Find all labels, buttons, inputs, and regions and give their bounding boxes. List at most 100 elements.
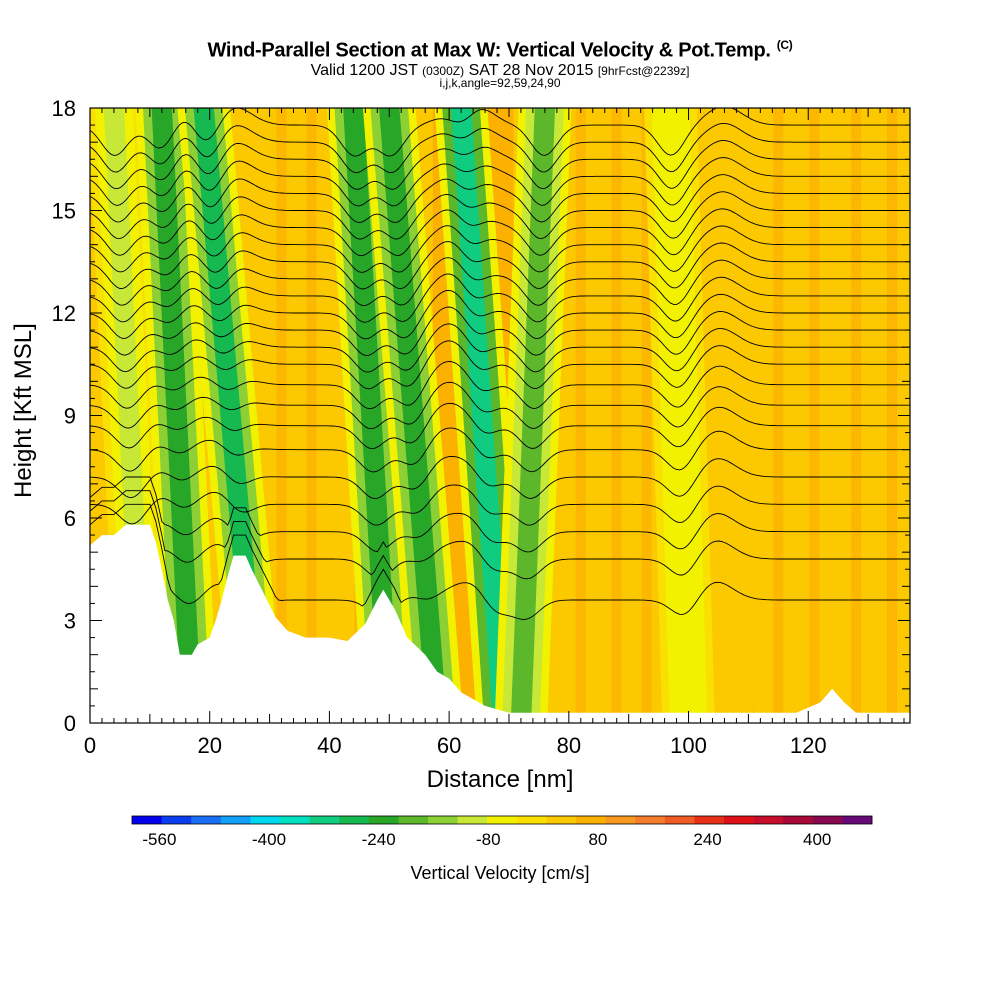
valid-date: SAT 28 Nov 2015 — [468, 62, 594, 79]
plot-area — [90, 108, 910, 723]
colorbar-swatch — [220, 816, 251, 824]
colorbar-swatch — [516, 816, 547, 824]
forecast-info: [9hrFcst@2239z] — [597, 64, 690, 78]
weak-updraft-stripe — [641, 108, 652, 723]
copyright-mark: (C) — [776, 38, 793, 52]
theta-contour — [90, 108, 910, 157]
valid-time: Valid 1200 JST (0300Z) SAT 28 Nov 2015 [… — [0, 62, 1000, 80]
theta-contour — [90, 208, 910, 257]
weak-updraft-stripe — [773, 108, 784, 723]
colorbar-swatch — [487, 816, 518, 824]
colorbar-swatch — [812, 816, 843, 824]
colorbar-tick-label: -400 — [252, 830, 286, 849]
x-tick-label: 120 — [790, 733, 827, 758]
downdraft-band — [510, 108, 556, 723]
weak-updraft-stripe — [611, 108, 622, 723]
colorbar-frame — [131, 815, 873, 825]
colorbar-swatch — [724, 816, 754, 824]
theta-contour — [90, 122, 910, 174]
downdraft-band — [151, 108, 202, 723]
colorbar-swatch — [132, 816, 162, 824]
colorbar-swatch — [635, 816, 666, 824]
colorbar-swatch — [605, 816, 636, 824]
theta-contour — [90, 157, 910, 207]
y-tick-label: 12 — [52, 301, 76, 326]
weak-updraft-stripe — [306, 108, 317, 723]
theta-contour — [90, 402, 910, 450]
theta-contour — [90, 503, 910, 620]
colorbar-tick-label: -80 — [476, 830, 501, 849]
colorbar-tick-label: 400 — [803, 830, 831, 849]
theta-contour — [90, 484, 910, 526]
theta-contour — [90, 323, 910, 373]
x-tick-label: 100 — [670, 733, 707, 758]
downdraft-band — [660, 108, 699, 723]
chart-title-text: Wind-Parallel Section at Max W: Vertical… — [207, 39, 771, 62]
theta-contour — [90, 140, 910, 190]
colorbar-swatch — [783, 816, 814, 824]
theta-contour — [90, 360, 910, 410]
colorbar-swatch — [428, 816, 458, 824]
colorbar-swatch — [546, 816, 577, 824]
section-indices: i,j,k,angle=92,59,24,90 — [439, 76, 561, 90]
theta-contour — [90, 225, 910, 273]
theta-contour — [90, 191, 910, 240]
downdraft-band — [379, 108, 448, 723]
colorbar-swatch — [842, 816, 873, 824]
theta-contour — [90, 456, 910, 499]
downdraft-band — [343, 108, 400, 723]
x-tick-label: 80 — [557, 733, 581, 758]
colorbar-swatch — [457, 816, 488, 824]
colorbar-tick-label: -560 — [142, 830, 176, 849]
x-tick-label: 20 — [197, 733, 221, 758]
theta-contour — [90, 241, 910, 290]
y-axis-title: Height [Kft MSL] — [10, 323, 37, 498]
colorbar-swatch — [368, 816, 399, 824]
colorbar-swatch — [191, 816, 222, 824]
colorbar-swatch — [576, 816, 606, 824]
theta-contour — [90, 174, 910, 224]
theta-contour — [90, 289, 910, 340]
valid-time-jst: Valid 1200 JST — [310, 62, 418, 79]
x-tick-label: 60 — [437, 733, 461, 758]
weak-updraft-stripe — [851, 108, 862, 723]
theta-contour — [90, 476, 910, 553]
colorbar-swatch — [753, 816, 784, 824]
colorbar-tick-label: -240 — [362, 830, 396, 849]
y-tick-label: 15 — [52, 199, 76, 224]
x-axis-title: Distance [nm] — [426, 766, 574, 793]
colorbar-swatch — [161, 816, 192, 824]
theta-contour — [90, 490, 910, 580]
weak-updraft-stripe — [276, 108, 287, 723]
x-tick-label: 40 — [317, 733, 341, 758]
theta-contour — [90, 257, 910, 306]
theta-contour — [90, 427, 910, 473]
colorbar-swatch — [280, 816, 310, 824]
colorbar-tick-label: 80 — [588, 830, 607, 849]
theta-contour — [90, 381, 910, 430]
chart-title: Wind-Parallel Section at Max W: Vertical… — [0, 38, 1000, 63]
weak-updraft-stripe — [887, 108, 898, 723]
x-tick-label: 0 — [84, 733, 96, 758]
colorbar-swatch — [398, 816, 429, 824]
y-tick-label: 9 — [64, 404, 76, 429]
colorbar: -560 -400 -240 -80 80 240 400 — [131, 815, 873, 849]
colorbar-label: Vertical Velocity [cm/s] — [410, 863, 590, 883]
colorbar-swatch — [664, 816, 695, 824]
downdraft-band — [450, 108, 514, 723]
theta-contour — [90, 306, 910, 356]
y-tick-label: 0 — [64, 711, 76, 736]
theta-contour — [90, 273, 910, 323]
terrain-mask — [90, 524, 910, 723]
y-tick-label: 18 — [52, 96, 76, 121]
valid-time-utc: (0300Z) — [422, 64, 465, 78]
y-tick-label: 6 — [64, 506, 76, 531]
colorbar-swatch — [250, 816, 281, 824]
theta-contour — [90, 340, 910, 390]
y-tick-label: 3 — [64, 609, 76, 634]
colorbar-swatch — [309, 816, 340, 824]
colorbar-swatch — [339, 816, 370, 824]
colorbar-swatch — [694, 816, 725, 824]
weak-updraft-stripe — [575, 108, 586, 723]
